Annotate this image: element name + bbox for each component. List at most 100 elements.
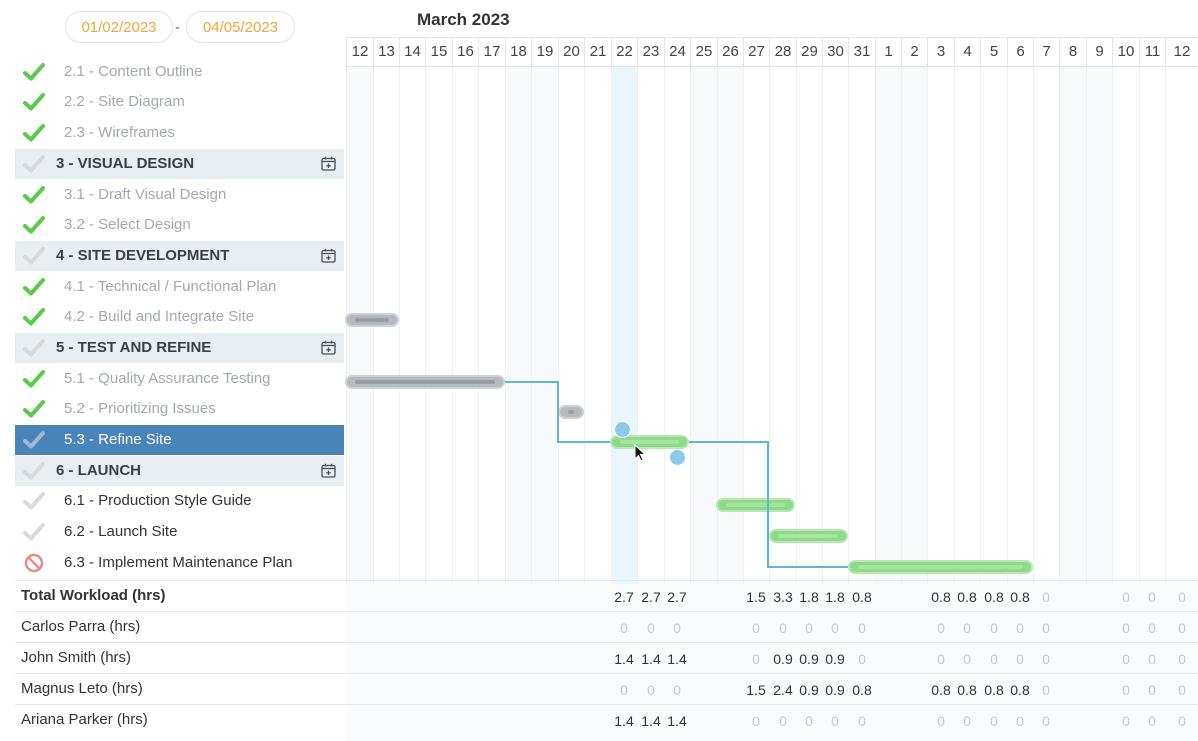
- check-icon[interactable]: [23, 277, 45, 297]
- workload-value: 0: [1122, 589, 1130, 605]
- day-column: [1059, 67, 1086, 584]
- check-icon[interactable]: [23, 246, 45, 266]
- task-row[interactable]: 4.2 - Build and Integrate Site: [15, 302, 344, 332]
- task-row[interactable]: 5.2 - Prioritizing Issues: [15, 394, 344, 424]
- task-row[interactable]: 4.1 - Technical / Functional Plan: [15, 272, 344, 302]
- task-label: 2.3 - Wireframes: [64, 124, 175, 141]
- workload-grid-area: [346, 584, 1198, 741]
- task-row[interactable]: 6.3 - Implement Maintenance Plan: [15, 548, 344, 578]
- workload-value: 0: [937, 620, 945, 636]
- task-row[interactable]: 6.2 - Launch Site: [15, 517, 344, 547]
- task-row[interactable]: 3.2 - Select Design: [15, 210, 344, 240]
- task-bar-4-2[interactable]: [345, 313, 399, 327]
- workload-value: 0: [673, 682, 681, 698]
- workload-value: 0.9: [825, 682, 845, 698]
- task-row[interactable]: 6.1 - Production Style Guide: [15, 486, 344, 516]
- workload-value: 2.7: [641, 589, 661, 605]
- task-row[interactable]: 2.1 - Content Outline: [15, 57, 344, 87]
- day-header-cell: 1: [875, 38, 901, 66]
- day-header-cell: 3: [927, 38, 954, 66]
- workload-value: 0: [858, 651, 866, 667]
- task-bar-5-3[interactable]: [610, 435, 689, 449]
- day-header-cell: 15: [425, 38, 452, 66]
- day-header-cell: 25: [690, 38, 717, 66]
- calendar-add-icon[interactable]: [321, 463, 336, 478]
- workload-value: 0: [805, 620, 813, 636]
- day-header-cell: 20: [558, 38, 584, 66]
- check-icon[interactable]: [23, 215, 45, 235]
- day-header-cell: 9: [1086, 38, 1112, 66]
- workload-value: 1.4: [667, 713, 687, 729]
- workload-person-row: Ariana Parker (hrs) 1.4 1.4 1.4 0 0 0 0 0 0 0 0 0 0 0 0…: [15, 704, 1198, 735]
- workload-value: 0: [937, 651, 945, 667]
- check-icon[interactable]: [23, 338, 45, 358]
- workload-value: 0: [620, 620, 628, 636]
- bar-start-drag-handle[interactable]: [614, 421, 631, 438]
- day-header-cell: 2: [901, 38, 927, 66]
- day-column: [558, 67, 584, 584]
- task-bar-5-2[interactable]: [558, 405, 584, 419]
- task-bar-6-2[interactable]: [769, 529, 848, 543]
- task-group-row[interactable]: 5 - TEST AND REFINE: [15, 333, 344, 363]
- task-group-row[interactable]: 6 - LAUNCH: [15, 456, 344, 486]
- workload-value: 0: [805, 713, 813, 729]
- workload-label: Total Workload (hrs): [21, 587, 166, 604]
- check-icon[interactable]: [23, 185, 45, 205]
- day-header-cell: 27: [743, 38, 769, 66]
- workload-label: Ariana Parker (hrs): [21, 711, 148, 728]
- calendar-add-icon[interactable]: [321, 340, 336, 355]
- task-row[interactable]: 5.1 - Quality Assurance Testing: [15, 364, 344, 394]
- day-column: [875, 67, 901, 584]
- dependency-line: [767, 566, 848, 568]
- check-icon[interactable]: [23, 430, 45, 450]
- task-row[interactable]: 2.2 - Site Diagram: [15, 87, 344, 117]
- day-column: [1139, 67, 1165, 584]
- check-icon[interactable]: [23, 491, 45, 511]
- check-icon[interactable]: [23, 154, 45, 174]
- calendar-add-icon[interactable]: [321, 248, 336, 263]
- day-header-cell: 14: [399, 38, 425, 66]
- check-icon[interactable]: [23, 522, 45, 542]
- workload-value: 1.4: [667, 651, 687, 667]
- day-column: [452, 67, 478, 584]
- day-column: [980, 67, 1007, 584]
- workload-value: 1.8: [799, 589, 819, 605]
- task-label: 2.2 - Site Diagram: [64, 93, 185, 110]
- day-header-cell: 12: [346, 38, 373, 66]
- check-icon[interactable]: [23, 123, 45, 143]
- workload-value: 0: [990, 713, 998, 729]
- day-header-cell: 28: [769, 38, 796, 66]
- calendar-add-icon[interactable]: [321, 156, 336, 171]
- task-bar-6-1[interactable]: [716, 498, 795, 512]
- task-row[interactable]: 3.1 - Draft Visual Design: [15, 180, 344, 210]
- end-date-input[interactable]: 04/05/2023: [186, 11, 295, 43]
- task-label: 4.2 - Build and Integrate Site: [64, 308, 255, 325]
- day-column: [901, 67, 927, 584]
- workload-value: 2.4: [773, 682, 793, 698]
- check-icon[interactable]: [23, 62, 45, 82]
- dependency-line: [505, 381, 558, 383]
- task-row-selected[interactable]: 5.3 - Refine Site: [15, 425, 344, 455]
- check-icon[interactable]: [23, 369, 45, 389]
- task-bar-5-1[interactable]: [345, 375, 505, 389]
- workload-person-row: Carlos Parra (hrs) 0 0 0 0 0 0 0 0 0 0 0 0 0 0 0 0: [15, 611, 1198, 642]
- day-column: [690, 67, 717, 584]
- task-label: 3.2 - Select Design: [64, 216, 191, 233]
- task-row[interactable]: 2.3 - Wireframes: [15, 118, 344, 148]
- check-icon[interactable]: [23, 461, 45, 481]
- workload-value: 1.5: [746, 589, 766, 605]
- task-group-row[interactable]: 3 - VISUAL DESIGN: [15, 149, 344, 179]
- bar-end-drag-handle[interactable]: [669, 449, 686, 466]
- check-icon[interactable]: [23, 307, 45, 327]
- workload-value: 0: [1148, 589, 1156, 605]
- workload-value: 0.8: [984, 682, 1004, 698]
- workload-value: 0: [752, 713, 760, 729]
- start-date-input[interactable]: 01/02/2023: [65, 11, 173, 43]
- check-icon[interactable]: [23, 399, 45, 419]
- day-header-cell: 30: [822, 38, 848, 66]
- task-group-row[interactable]: 4 - SITE DEVELOPMENT: [15, 241, 344, 271]
- workload-value: 0.8: [852, 682, 872, 698]
- blocked-icon[interactable]: [23, 553, 45, 573]
- check-icon[interactable]: [23, 92, 45, 112]
- task-bar-6-3[interactable]: [848, 560, 1033, 574]
